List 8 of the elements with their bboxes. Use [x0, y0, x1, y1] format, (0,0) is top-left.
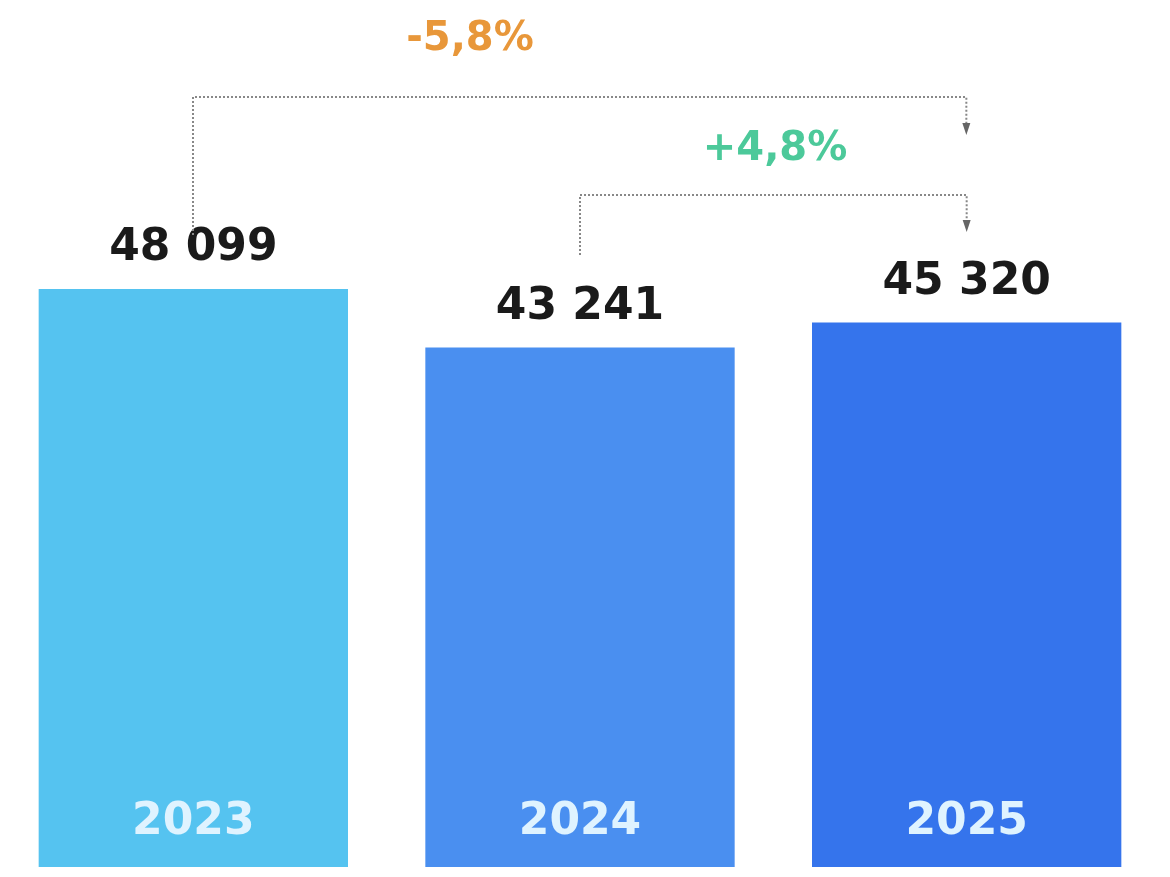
data-label: 43 241 — [495, 277, 665, 329]
text: +4,8% — [702, 123, 848, 170]
x-tick-label: 2025 — [905, 793, 1028, 845]
text: -5,8% — [406, 13, 534, 60]
data-label: 45 320 — [882, 252, 1051, 304]
x-tick-label: 2024 — [518, 793, 642, 845]
data-label: 48 099 — [109, 219, 278, 271]
x-tick-label: 2023 — [132, 793, 255, 845]
